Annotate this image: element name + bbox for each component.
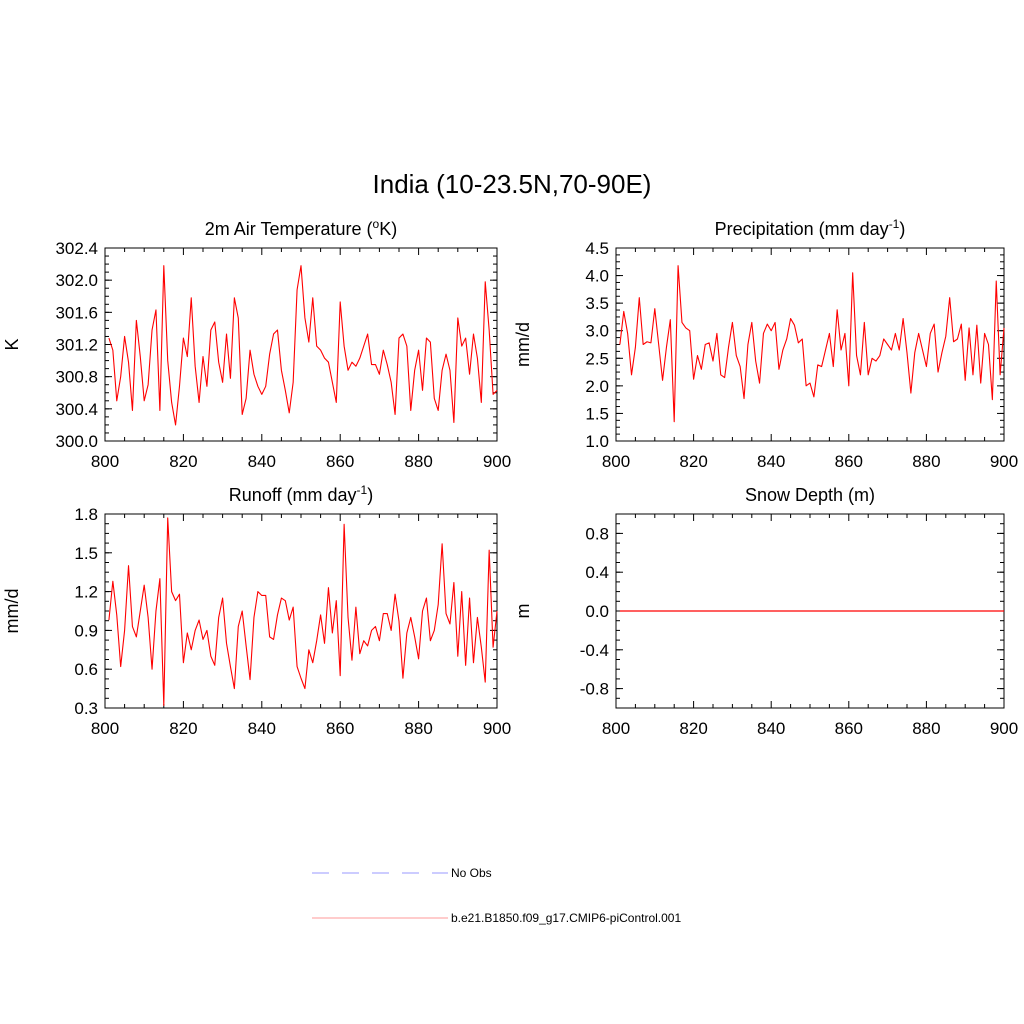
- temp-xtick-label: 880: [404, 452, 432, 471]
- precip-xtick-label: 880: [912, 452, 940, 471]
- temp-ylabel: K: [2, 338, 22, 350]
- precip-title: Precipitation (mm day-1): [715, 217, 906, 239]
- runoff-xtick-label: 880: [404, 719, 432, 738]
- snow-ytick-label: 0.4: [585, 563, 609, 582]
- precip-ytick-label: 1.0: [585, 432, 609, 451]
- runoff-ytick-label: 1.5: [74, 544, 98, 563]
- precip-ytick-label: 2.0: [585, 377, 609, 396]
- snow-ytick-label: -0.4: [580, 641, 609, 660]
- precip-xtick-label: 900: [990, 452, 1018, 471]
- temp-ytick-label: 302.4: [55, 239, 98, 258]
- snow-title: Snow Depth (m): [745, 485, 875, 505]
- precip-ylabel: mm/d: [513, 322, 533, 367]
- legend-label-model: b.e21.B1850.f09_g17.CMIP6-piControl.001: [451, 911, 681, 925]
- temp-xtick-label: 800: [91, 452, 119, 471]
- temp-ytick-label: 300.0: [55, 432, 98, 451]
- temp-title-tail: K): [379, 219, 397, 239]
- runoff-title-tail: ): [367, 485, 373, 505]
- snow-title-main: Snow Depth (m): [745, 485, 875, 505]
- temp-ytick-label: 300.8: [55, 368, 98, 387]
- precip-xtick-label: 800: [602, 452, 630, 471]
- temp-title-superscript: o: [373, 217, 380, 231]
- precip-xtick-label: 860: [835, 452, 863, 471]
- runoff-xtick-label: 900: [483, 719, 511, 738]
- temp-ytick-label: 302.0: [55, 271, 98, 290]
- snow-ytick-label: -0.8: [580, 680, 609, 699]
- runoff-ytick-label: 0.6: [74, 660, 98, 679]
- runoff-ytick-label: 1.8: [74, 505, 98, 524]
- snow-xtick-label: 800: [602, 719, 630, 738]
- snow-ytick-label: 0.0: [585, 602, 609, 621]
- snow-ylabel: m: [513, 604, 533, 619]
- runoff-ytick-label: 0.3: [74, 699, 98, 718]
- runoff-title: Runoff (mm day-1): [229, 483, 373, 505]
- precip-title-superscript: -1: [889, 217, 900, 231]
- precip-xtick-label: 820: [679, 452, 707, 471]
- temp-title: 2m Air Temperature (oK): [205, 217, 397, 239]
- precip-ytick-label: 3.0: [585, 322, 609, 341]
- runoff-xtick-label: 800: [91, 719, 119, 738]
- precip-ytick-label: 2.5: [585, 349, 609, 368]
- runoff-xtick-label: 820: [169, 719, 197, 738]
- precip-ytick-label: 4.0: [585, 267, 609, 286]
- runoff-series-line: [108, 517, 498, 706]
- temp-xtick-label: 840: [248, 452, 276, 471]
- temp-ytick-label: 300.4: [55, 400, 98, 419]
- temp-xtick-label: 860: [326, 452, 354, 471]
- snow-xtick-label: 840: [757, 719, 785, 738]
- temp-ytick-label: 301.2: [55, 336, 98, 355]
- panel-precipitation: Precipitation (mm day-1) mm/d 800 820 840 860…: [513, 217, 1018, 471]
- runoff-ytick-label: 1.2: [74, 583, 98, 602]
- runoff-ytick-label: 0.9: [74, 621, 98, 640]
- snow-xtick-label: 860: [835, 719, 863, 738]
- precip-title-tail: ): [899, 219, 905, 239]
- runoff-xtick-label: 860: [326, 719, 354, 738]
- precip-title-main: Precipitation (mm day: [715, 219, 889, 239]
- panel-snow-depth: Snow Depth (m) m 800 820 840 860 880 900 -0.8 -0.…: [513, 485, 1018, 738]
- runoff-xtick-label: 840: [248, 719, 276, 738]
- runoff-title-superscript: -1: [357, 483, 368, 497]
- snow-xtick-label: 880: [912, 719, 940, 738]
- legend: No Obs b.e21.B1850.f09_g17.CMIP6-piContr…: [312, 866, 681, 925]
- precip-series-line: [619, 265, 1005, 423]
- runoff-ylabel: mm/d: [2, 589, 22, 634]
- runoff-title-main: Runoff (mm day: [229, 485, 357, 505]
- snow-xtick-label: 820: [679, 719, 707, 738]
- snow-ytick-label: 0.8: [585, 524, 609, 543]
- snow-xtick-label: 900: [990, 719, 1018, 738]
- precip-ytick-label: 4.5: [585, 239, 609, 258]
- precip-xtick-label: 840: [757, 452, 785, 471]
- temp-series-line: [108, 265, 498, 426]
- precip-ytick-label: 3.5: [585, 294, 609, 313]
- main-title: India (10-23.5N,70-90E): [373, 169, 652, 199]
- panel-runoff: Runoff (mm day-1) mm/d 800 820 840 860 880 900 0…: [2, 483, 511, 738]
- legend-label-no-obs: No Obs: [451, 866, 492, 880]
- temp-title-main: 2m Air Temperature (: [205, 219, 373, 239]
- panel-temperature: 2m Air Temperature (oK) K 800 820 840 860 880 9…: [2, 217, 511, 471]
- temp-ytick-label: 301.6: [55, 303, 98, 322]
- temp-xtick-label: 820: [169, 452, 197, 471]
- temp-xtick-label: 900: [483, 452, 511, 471]
- precip-ytick-label: 1.5: [585, 404, 609, 423]
